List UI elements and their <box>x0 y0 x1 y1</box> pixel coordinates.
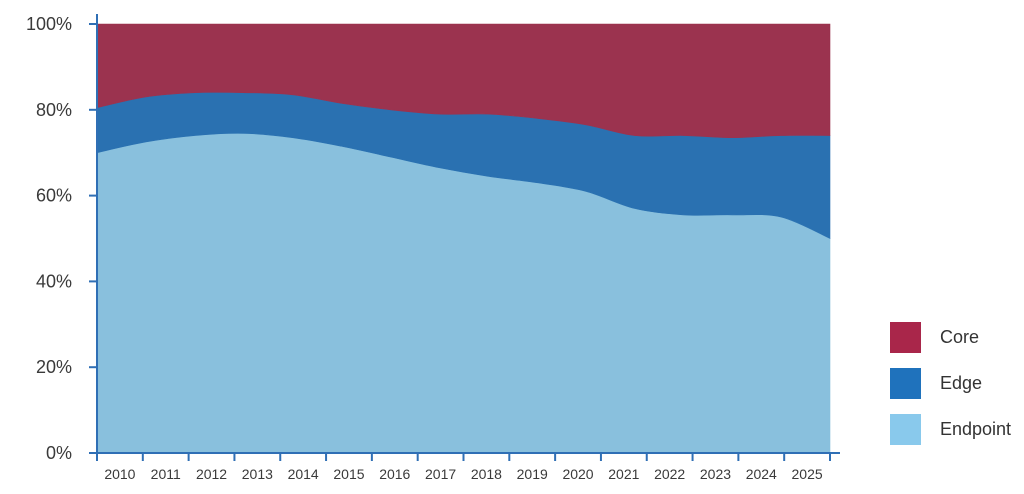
axes-group <box>90 14 840 454</box>
y-tick-label: 20% <box>36 357 72 377</box>
x-tick-label: 2014 <box>288 466 319 482</box>
x-tick-label: 2019 <box>517 466 548 482</box>
legend-label-core: Core <box>940 327 980 347</box>
legend-label-endpoint: Endpoint <box>940 419 1012 439</box>
legend-label-edge: Edge <box>940 373 983 393</box>
legend-item-endpoint: Endpoint <box>890 414 1024 445</box>
x-tick-label: 2012 <box>196 466 227 482</box>
x-axis-ticks: 2010 2011 2012 2013 2014 2015 2016 2017 2018 2019… <box>96 453 831 482</box>
y-tick-label: 100% <box>26 14 72 34</box>
legend-item-edge: Edge <box>890 368 1024 399</box>
x-tick-label: 2024 <box>746 466 777 482</box>
y-axis-ticks: 0% 20% 40% 60% 80% 100% <box>26 14 97 463</box>
x-tick-label: 2016 <box>379 466 410 482</box>
legend: Core Edge Endpoint <box>890 322 1024 460</box>
area-series-core <box>96 23 831 138</box>
y-tick-label: 0% <box>46 443 72 463</box>
x-tick-label: 2011 <box>151 466 181 482</box>
legend-swatch-endpoint <box>890 414 921 445</box>
y-tick-label: 80% <box>36 100 72 120</box>
y-tick-label: 60% <box>36 186 72 206</box>
x-tick-label: 2010 <box>104 466 135 482</box>
x-tick-label: 2017 <box>425 466 456 482</box>
x-tick-label: 2021 <box>608 466 639 482</box>
legend-swatch-core <box>890 322 921 353</box>
x-tick-label: 2025 <box>792 466 823 482</box>
legend-item-core: Core <box>890 322 1024 353</box>
x-tick-label: 2020 <box>562 466 593 482</box>
x-tick-label: 2018 <box>471 466 502 482</box>
x-tick-label: 2013 <box>242 466 273 482</box>
x-tick-label: 2015 <box>333 466 364 482</box>
x-tick-label: 2022 <box>654 466 685 482</box>
legend-swatch-edge <box>890 368 921 399</box>
y-tick-label: 40% <box>36 271 72 291</box>
area-series-group <box>96 23 831 454</box>
x-tick-label: 2023 <box>700 466 731 482</box>
